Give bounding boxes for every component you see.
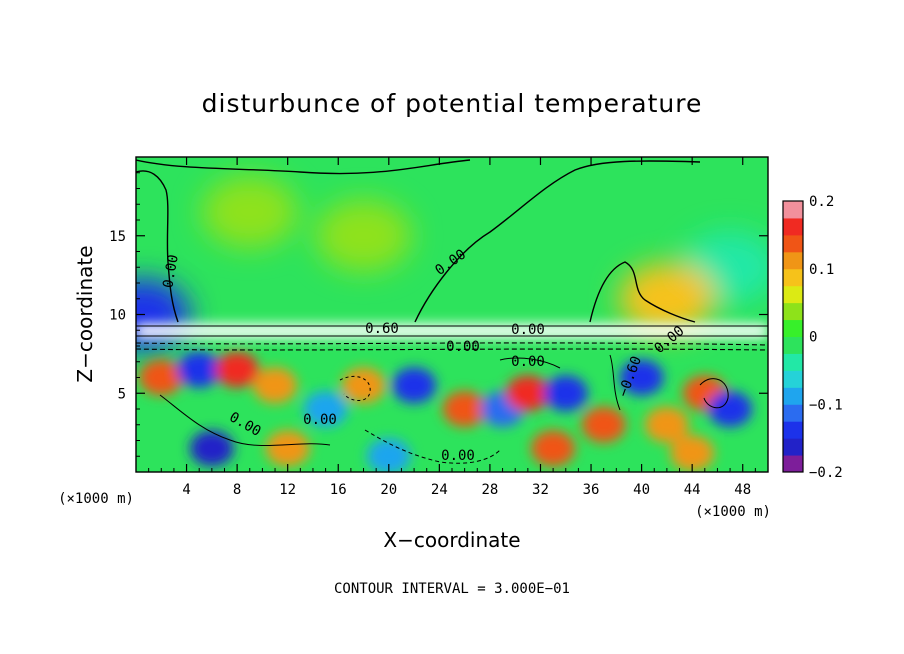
field-anomaly xyxy=(201,176,298,249)
x-axis: 4 8 12 16 20 24 28 32 36 40 44 48 xyxy=(148,157,756,498)
x-tick-label: 20 xyxy=(380,482,397,498)
contour-line xyxy=(699,378,729,409)
x-tick-label: 32 xyxy=(532,482,549,498)
colorbar-swatch xyxy=(783,285,803,304)
x-tick-label: 40 xyxy=(633,482,650,498)
contour-line xyxy=(499,357,561,369)
field-anomaly xyxy=(177,351,222,388)
colorbar-frame xyxy=(782,200,804,473)
colorbar-swatch xyxy=(783,251,803,270)
x-tick-label: 16 xyxy=(330,482,347,498)
contour-label: 0.00 xyxy=(303,412,337,428)
chart-title: disturbunce of potential temperature xyxy=(202,89,703,118)
colorbar-tick-label: 0 xyxy=(809,330,817,346)
field-anomaly xyxy=(618,262,715,335)
y-axis-label: Z−coordinate xyxy=(73,245,97,382)
colorbar-swatch xyxy=(783,421,803,439)
x-tick-label: 8 xyxy=(233,482,241,498)
colorbar-swatch xyxy=(783,438,803,456)
contour-label: 0.00 xyxy=(446,339,480,355)
x-tick-label: 36 xyxy=(583,482,600,498)
field-anomaly xyxy=(442,391,487,427)
contour-label: 0.00 xyxy=(511,354,545,370)
field-anomaly xyxy=(265,430,310,467)
field-anomaly xyxy=(619,359,664,396)
field-anomaly xyxy=(315,199,412,272)
y-unit-label: (×1000 m) xyxy=(58,491,134,507)
x-tick-label: 12 xyxy=(279,482,296,498)
colorbar-swatch xyxy=(783,201,803,219)
y-axis: 5 10 15 xyxy=(109,172,768,457)
field-anomaly xyxy=(708,391,753,427)
x-tick-label: 48 xyxy=(734,482,751,498)
colorbar-swatch xyxy=(783,404,803,422)
x-tick-label: 28 xyxy=(481,482,498,498)
field-lower xyxy=(136,323,768,472)
contour-interval-note: CONTOUR INTERVAL = 3.000E−01 xyxy=(334,581,570,597)
contour-line xyxy=(364,429,501,464)
field-anomaly xyxy=(366,438,411,472)
field-band xyxy=(136,323,768,339)
y-tick-label: 10 xyxy=(109,308,126,324)
colorbar xyxy=(782,200,804,473)
contour-label: 0.00 xyxy=(511,322,545,338)
x-tick-label: 24 xyxy=(431,482,448,498)
contour-line xyxy=(589,261,696,323)
field-anomaly xyxy=(531,430,576,467)
contour-label: 0.00 xyxy=(441,448,475,464)
colorbar-swatch xyxy=(783,234,803,253)
field-anomaly xyxy=(581,406,626,443)
contour-line xyxy=(339,376,371,401)
contour-label: 0.60 xyxy=(365,321,399,337)
contour-line xyxy=(136,342,768,351)
colorbar-swatch xyxy=(783,336,803,354)
colorbar-swatch xyxy=(783,370,803,388)
field-anomaly xyxy=(189,430,234,467)
colorbar-swatch xyxy=(783,217,803,236)
colorbar-swatch xyxy=(783,268,803,287)
contour-line xyxy=(136,325,768,337)
field-anomaly xyxy=(505,375,550,412)
field-anomaly xyxy=(644,406,689,443)
plot-area: 0.000.000.000.000.60 0.000.000.000.00−0.6… xyxy=(135,156,769,473)
x-tick-label: 44 xyxy=(684,482,701,498)
contour-lines xyxy=(136,159,768,464)
field-anomaly xyxy=(392,367,437,404)
x-tick-label: 4 xyxy=(182,482,190,498)
colorbar-tick-label: 0.1 xyxy=(809,262,834,278)
colorbar-tick-label: 0.2 xyxy=(809,194,834,210)
field-anomaly xyxy=(215,351,260,388)
y-tick-label: 15 xyxy=(109,229,126,245)
colorbar-swatch xyxy=(783,455,803,473)
colorbar-swatch xyxy=(783,319,803,337)
colorbar-ticks: 0.2 0.1 0 −0.1 −0.2 xyxy=(809,194,843,481)
contour-line xyxy=(136,159,471,175)
contour-label: 0.00 xyxy=(160,253,182,289)
colorbar-swatch xyxy=(783,353,803,371)
contour-line xyxy=(414,160,701,323)
x-axis-label: X−coordinate xyxy=(383,528,520,552)
y-tick-label: 5 xyxy=(118,386,126,402)
colorbar-tick-label: −0.1 xyxy=(809,397,843,413)
field-anomaly xyxy=(253,367,298,404)
colorbar-tick-label: −0.2 xyxy=(809,465,843,481)
field-anomaly xyxy=(303,391,348,427)
x-unit-label: (×1000 m) xyxy=(695,504,771,520)
field-anomaly xyxy=(139,359,184,396)
colorbar-swatch xyxy=(783,302,803,321)
contour-line xyxy=(136,170,179,323)
field-anomaly xyxy=(543,375,588,412)
contour-line xyxy=(609,354,621,411)
contour-line xyxy=(159,394,331,447)
colorbar-swatch xyxy=(783,387,803,405)
field-anomaly xyxy=(670,435,715,472)
